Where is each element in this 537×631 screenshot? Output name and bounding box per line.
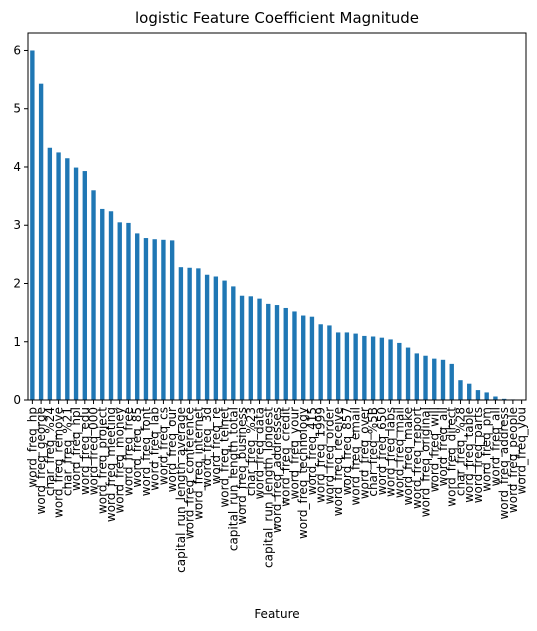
bar <box>100 209 104 400</box>
bar <box>118 222 122 400</box>
bar <box>327 325 331 400</box>
bar <box>214 277 218 401</box>
bar <box>179 267 183 400</box>
bar <box>458 380 462 400</box>
bar <box>83 171 87 400</box>
bar <box>187 268 191 400</box>
y-axis: 0 1 2 3 4 5 6 <box>13 43 28 407</box>
bar <box>485 392 489 400</box>
bar <box>406 348 410 400</box>
bar <box>91 190 95 400</box>
bar <box>284 308 288 400</box>
bar <box>65 158 69 400</box>
bar <box>467 384 471 400</box>
bar <box>249 296 253 400</box>
bar <box>432 359 436 400</box>
bar <box>397 343 401 400</box>
bar <box>56 152 60 400</box>
bar <box>222 281 226 400</box>
bar <box>153 239 157 400</box>
bar <box>205 275 209 400</box>
bar <box>30 50 34 400</box>
bar <box>476 390 480 400</box>
y-tick-label: 6 <box>13 43 21 57</box>
bar <box>48 148 52 400</box>
bar <box>310 317 314 400</box>
bar <box>423 356 427 400</box>
bar <box>74 168 78 400</box>
y-tick-label: 5 <box>13 102 21 116</box>
bar <box>292 311 296 400</box>
y-tick-label: 4 <box>13 160 21 174</box>
bar <box>388 339 392 400</box>
bar <box>126 223 130 400</box>
bar <box>319 324 323 400</box>
bar <box>353 334 357 400</box>
bar <box>109 211 113 400</box>
y-tick-label: 2 <box>13 276 21 290</box>
bar <box>257 299 261 400</box>
y-tick-label: 3 <box>13 218 21 232</box>
bar <box>336 332 340 400</box>
y-tick-label: 0 <box>13 393 21 407</box>
y-tick-label: 1 <box>13 335 21 349</box>
x-tick-label: word_freq_you <box>515 407 529 494</box>
chart-title: logistic Feature Coefficient Magnitude <box>135 9 419 27</box>
bar <box>345 332 349 400</box>
x-axis: word_freq_hpword_freq_georgechar_freq_%2… <box>25 400 528 573</box>
bar <box>170 240 174 400</box>
bar <box>493 397 497 401</box>
bar <box>161 240 165 400</box>
bar <box>240 296 244 400</box>
bar <box>441 360 445 400</box>
bars <box>30 50 524 400</box>
bar <box>450 364 454 400</box>
bar <box>380 338 384 400</box>
bar <box>39 84 43 400</box>
bar <box>266 304 270 400</box>
x-axis-label: Feature <box>254 607 299 621</box>
bar <box>362 336 366 400</box>
bar <box>196 268 200 400</box>
bar <box>275 305 279 400</box>
bar <box>371 337 375 401</box>
bar <box>415 353 419 400</box>
bar <box>135 233 139 400</box>
bar <box>144 238 148 400</box>
bar <box>301 316 305 400</box>
bar <box>231 286 235 400</box>
